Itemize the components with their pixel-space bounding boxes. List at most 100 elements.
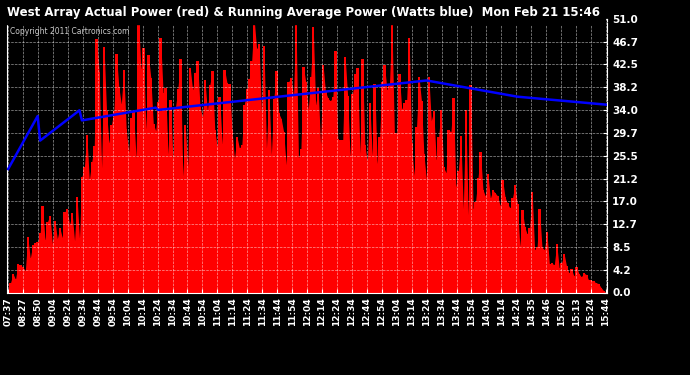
Bar bbox=[447, 130, 450, 292]
Bar bbox=[140, 69, 142, 292]
Bar bbox=[593, 281, 595, 292]
Bar bbox=[137, 19, 140, 292]
Bar bbox=[98, 72, 100, 292]
Bar bbox=[147, 55, 150, 292]
Bar bbox=[145, 129, 147, 292]
Bar bbox=[317, 88, 319, 292]
Bar bbox=[108, 143, 110, 292]
Bar bbox=[354, 74, 356, 292]
Bar bbox=[174, 108, 177, 292]
Bar bbox=[324, 92, 327, 292]
Bar bbox=[132, 111, 135, 292]
Bar bbox=[194, 73, 197, 292]
Bar bbox=[455, 187, 457, 292]
Bar bbox=[228, 84, 230, 292]
Bar bbox=[460, 136, 462, 292]
Bar bbox=[307, 110, 310, 292]
Bar bbox=[514, 185, 516, 292]
Bar bbox=[506, 203, 509, 292]
Bar bbox=[110, 125, 112, 292]
Bar bbox=[339, 140, 342, 292]
Bar bbox=[403, 103, 406, 292]
Bar bbox=[474, 202, 477, 292]
Bar bbox=[310, 77, 312, 292]
Bar bbox=[368, 103, 371, 292]
Bar bbox=[575, 267, 578, 292]
Bar bbox=[430, 121, 433, 292]
Bar bbox=[319, 144, 322, 292]
Bar bbox=[543, 250, 546, 292]
Bar bbox=[260, 113, 263, 292]
Bar bbox=[342, 140, 344, 292]
Bar bbox=[19, 265, 21, 292]
Bar bbox=[415, 127, 417, 292]
Bar bbox=[226, 83, 228, 292]
Bar bbox=[433, 111, 435, 292]
Bar bbox=[582, 273, 585, 292]
Bar bbox=[425, 179, 428, 292]
Bar bbox=[24, 270, 27, 292]
Bar bbox=[590, 280, 593, 292]
Bar bbox=[287, 82, 290, 292]
Bar bbox=[152, 123, 155, 292]
Bar bbox=[230, 130, 233, 292]
Bar bbox=[548, 264, 551, 292]
Bar bbox=[480, 152, 482, 292]
Bar bbox=[332, 97, 334, 292]
Bar bbox=[585, 274, 587, 292]
Bar bbox=[214, 130, 216, 292]
Bar bbox=[304, 82, 307, 292]
Bar bbox=[558, 268, 560, 292]
Bar bbox=[51, 244, 54, 292]
Bar bbox=[366, 161, 368, 292]
Bar bbox=[117, 87, 120, 292]
Bar bbox=[299, 149, 302, 292]
Bar bbox=[120, 104, 123, 292]
Bar bbox=[285, 165, 287, 292]
Bar bbox=[39, 233, 41, 292]
Bar bbox=[469, 85, 472, 292]
Bar bbox=[167, 154, 169, 292]
Bar bbox=[398, 74, 400, 292]
Bar bbox=[177, 89, 179, 292]
Bar bbox=[509, 208, 511, 292]
Bar bbox=[464, 110, 467, 292]
Bar bbox=[201, 117, 204, 292]
Bar bbox=[112, 111, 115, 292]
Bar bbox=[199, 107, 201, 292]
Bar bbox=[555, 244, 558, 292]
Bar bbox=[150, 78, 152, 292]
Bar bbox=[580, 277, 582, 292]
Bar bbox=[531, 192, 533, 292]
Bar bbox=[413, 176, 415, 292]
Bar bbox=[533, 250, 536, 292]
Bar bbox=[189, 68, 191, 292]
Bar bbox=[78, 238, 81, 292]
Bar bbox=[356, 68, 359, 292]
Bar bbox=[255, 49, 258, 292]
Bar bbox=[206, 111, 208, 292]
Bar bbox=[482, 190, 484, 292]
Bar bbox=[253, 19, 255, 292]
Bar bbox=[191, 90, 194, 292]
Bar bbox=[344, 57, 346, 292]
Bar bbox=[560, 262, 563, 292]
Bar bbox=[472, 209, 474, 292]
Bar bbox=[351, 94, 354, 292]
Bar bbox=[63, 212, 66, 292]
Bar bbox=[440, 110, 442, 292]
Bar bbox=[186, 167, 189, 292]
Bar bbox=[499, 206, 502, 292]
Bar bbox=[56, 238, 59, 292]
Bar bbox=[246, 90, 248, 292]
Bar bbox=[263, 46, 265, 292]
Bar bbox=[595, 283, 598, 292]
Bar bbox=[329, 101, 332, 292]
Bar bbox=[106, 111, 108, 292]
Bar bbox=[411, 143, 413, 292]
Bar bbox=[477, 178, 480, 292]
Bar bbox=[282, 132, 285, 292]
Bar bbox=[384, 65, 386, 292]
Bar bbox=[378, 137, 381, 292]
Bar bbox=[250, 61, 253, 292]
